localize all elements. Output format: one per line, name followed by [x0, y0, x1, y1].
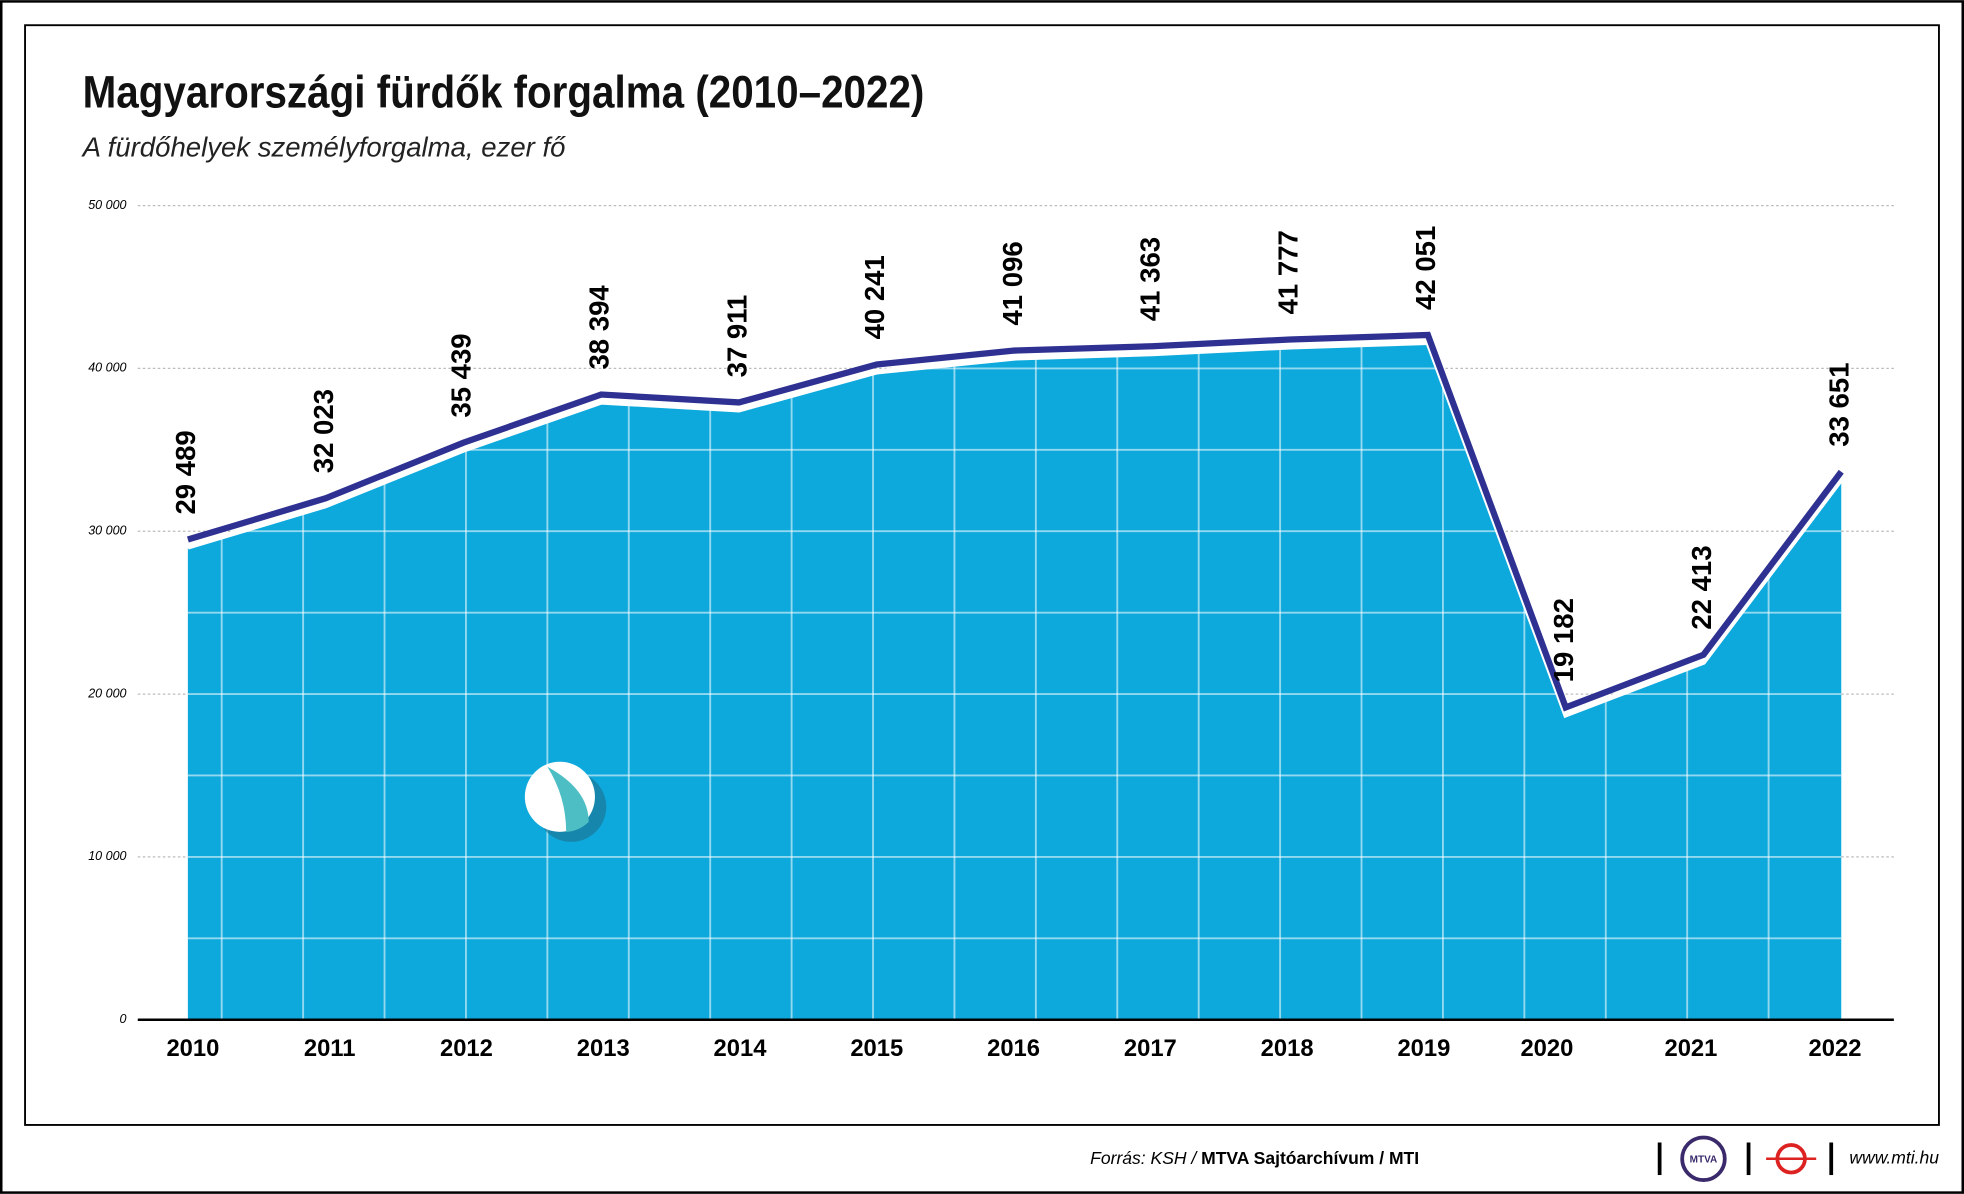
- data-label: 37 911: [721, 295, 752, 378]
- x-tick-label: 2010: [166, 1035, 219, 1062]
- logo-ring: [1680, 1135, 1727, 1182]
- y-tick-label: 10 000: [88, 849, 126, 863]
- data-label: 41 363: [1135, 237, 1166, 321]
- source: Forrás: KSH / MTVA Sajtóarchívum / MTI: [1090, 1147, 1419, 1167]
- x-tick-label: 2018: [1261, 1035, 1314, 1062]
- data-label: 38 394: [584, 285, 615, 370]
- x-tick-label: 2017: [1124, 1035, 1177, 1062]
- data-label: 35 439: [446, 333, 477, 417]
- data-label: 22 413: [1686, 545, 1717, 629]
- y-tick-label: 30 000: [88, 524, 126, 538]
- x-tick-label: 2013: [577, 1035, 630, 1062]
- tiles: [187, 343, 1842, 1020]
- x-tick-label: 2021: [1664, 1035, 1717, 1062]
- data-label: 29 489: [170, 430, 201, 514]
- data-label: 40 241: [859, 255, 890, 339]
- y-tick-label: 0: [120, 1012, 127, 1026]
- data-label: 33 651: [1824, 362, 1855, 446]
- url: www.mti.hu: [1849, 1147, 1939, 1167]
- x-tick-label: 2019: [1397, 1035, 1450, 1062]
- logo-text: MTVA: [1690, 1155, 1718, 1166]
- y-tick-label: 40 000: [88, 361, 126, 375]
- data-label: 19 182: [1548, 598, 1579, 682]
- x-tick-label: 2011: [304, 1035, 356, 1062]
- plot: 0 10 000 20 000 30 000 40 000 50 000 29 489 32 …: [87, 198, 1894, 1062]
- chart-subtitle: A fürdőhelyek személyforgalma, ezer fő: [81, 131, 566, 162]
- source-prefix: Forrás: KSH /: [1090, 1147, 1201, 1167]
- x-tick-label: 2012: [440, 1035, 493, 1062]
- data-label: 42 051: [1410, 226, 1441, 310]
- y-tick-label: 50 000: [88, 198, 126, 212]
- x-tick-label: 2014: [714, 1035, 768, 1062]
- data-label: 41 777: [1272, 230, 1303, 314]
- x-tick-label: 2015: [850, 1035, 903, 1062]
- source-bold: MTVA Sajtóarchívum / MTI: [1201, 1147, 1419, 1167]
- area: [187, 343, 1842, 1020]
- line: [186, 331, 1844, 712]
- y-tick-label: 20 000: [87, 686, 126, 700]
- line-highlight: [187, 339, 1844, 719]
- data-label: 41 096: [997, 241, 1028, 325]
- x-tick-label: 2022: [1809, 1035, 1862, 1062]
- beach-ball-stripe: [547, 766, 589, 832]
- x-tick-label: 2016: [987, 1035, 1040, 1062]
- data-label: 32 023: [308, 389, 339, 473]
- x-tick-label: 2020: [1520, 1035, 1573, 1062]
- chart-title: Magyarországi fürdők forgalma (2010–2022…: [83, 66, 925, 117]
